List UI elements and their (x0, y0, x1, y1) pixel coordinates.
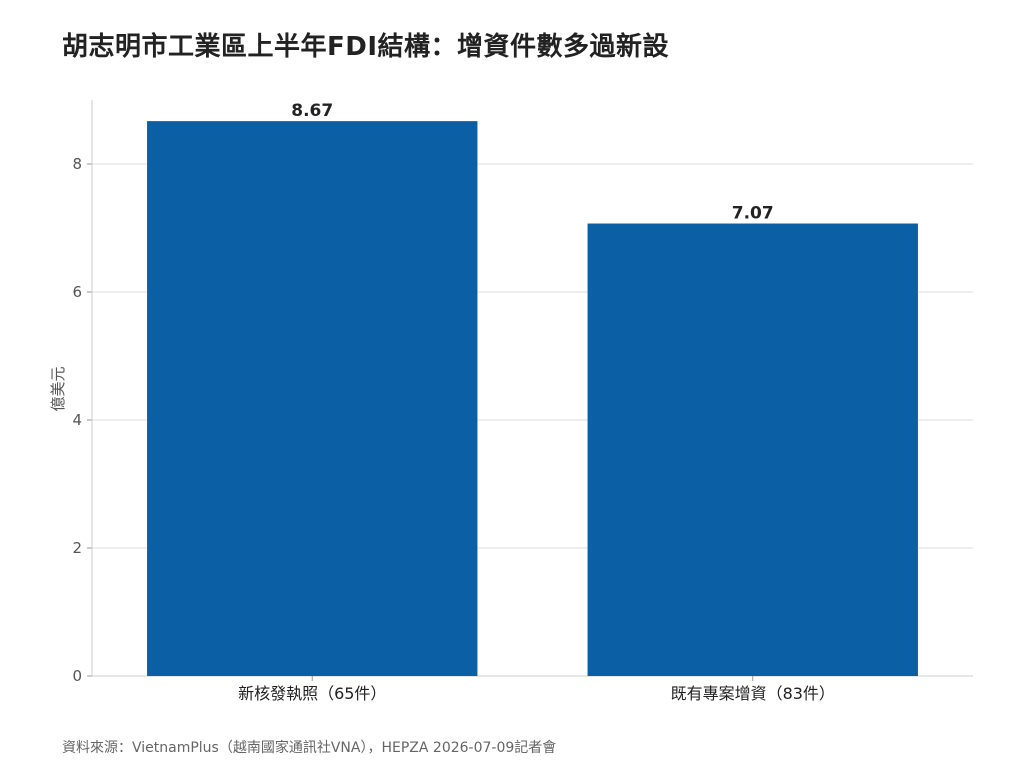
chart-title: 胡志明市工業區上半年FDI結構：增資件數多過新設 (62, 32, 670, 62)
labels: 0 2 4 6 8 8.67 新核發執照（65件） 7.07 既有專案增資（83件） (72, 101, 834, 703)
bar-value-label: 7.07 (732, 204, 774, 224)
y-axis-title: 億美元 (49, 366, 67, 411)
y-tick-label: 8 (72, 155, 82, 173)
source-note: 資料來源：VietnamPlus（越南國家通訊社VNA），HEPZA 2026-… (62, 740, 557, 756)
x-tick-label: 新核發執照（65件） (238, 684, 386, 703)
y-tick-label: 2 (72, 539, 82, 557)
x-tick-label: 既有專案增資（83件） (671, 684, 835, 703)
bar (587, 223, 918, 676)
bar-value-label: 8.67 (291, 101, 333, 121)
y-tick-label: 0 (72, 667, 82, 685)
bars (147, 121, 918, 677)
y-tick-label: 4 (72, 411, 82, 429)
bar (147, 121, 478, 677)
y-tick-label: 6 (72, 283, 82, 301)
